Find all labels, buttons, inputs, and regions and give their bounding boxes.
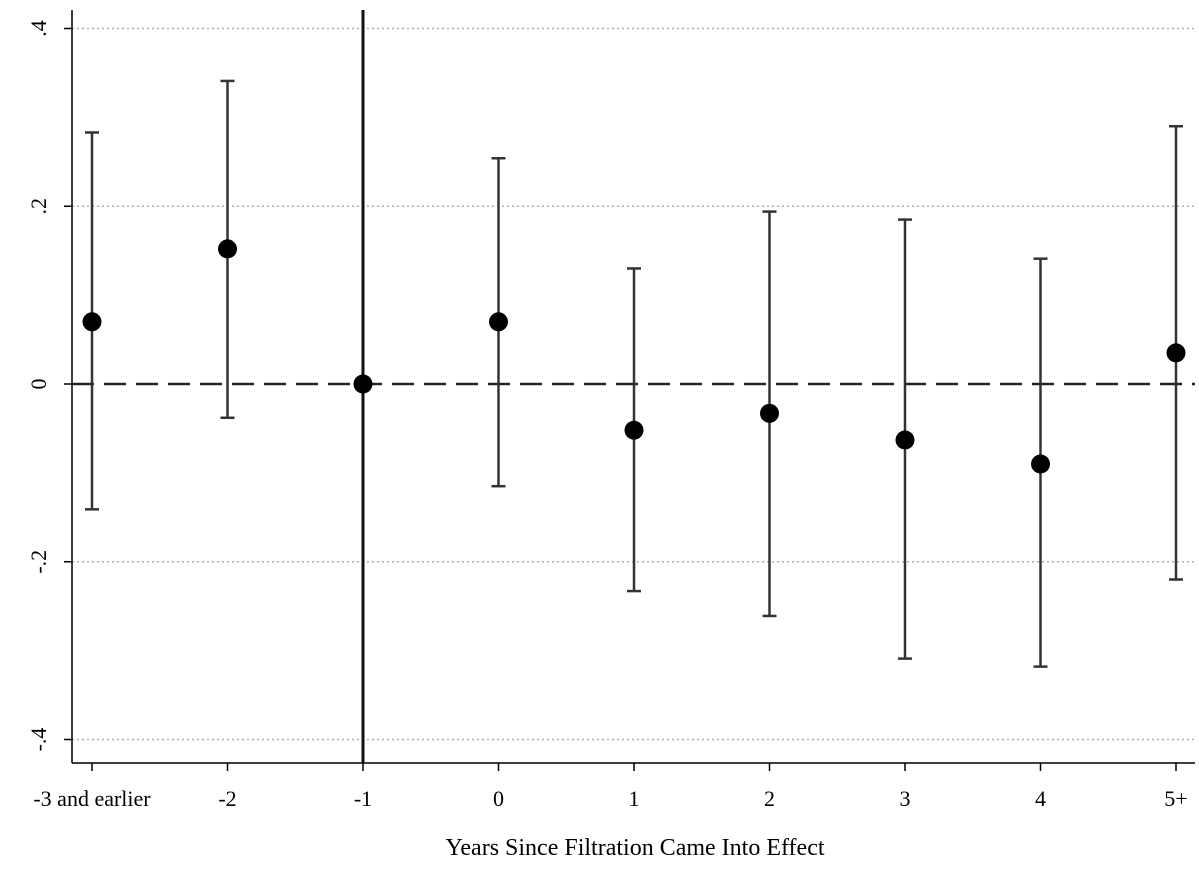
y-tick-label: 0 [26, 379, 51, 390]
axes: .4 .2 0 -.2 -.4 -3 and earlier -2 -1 0 1 2 3 4 5+ [26, 10, 1195, 811]
y-tick-label: .2 [26, 198, 51, 215]
x-tick-label: -2 [218, 786, 236, 811]
point-estimate [1031, 454, 1050, 474]
x-tick-label: -1 [354, 786, 372, 811]
point-estimate [895, 430, 915, 450]
x-tick-label: 2 [764, 786, 775, 811]
x-axis-title: Years Since Filtration Came Into Effect [445, 835, 824, 861]
y-tick-label: -.4 [26, 728, 51, 752]
x-tick-label: -3 and earlier [33, 786, 151, 811]
point-estimate [624, 420, 644, 440]
y-tick-label: -.2 [26, 550, 51, 574]
x-tick-label: 3 [900, 786, 911, 811]
point-estimate [353, 374, 373, 394]
x-tick-label: 0 [493, 786, 504, 811]
point-estimate [82, 312, 102, 332]
point-estimate [489, 312, 508, 332]
error-bars [85, 79, 1183, 668]
x-tick-label: 4 [1035, 786, 1046, 811]
point-estimate [218, 239, 237, 259]
point-estimate [1166, 343, 1186, 363]
points [82, 239, 1186, 474]
y-tick-label: .4 [26, 20, 51, 37]
point-estimate [760, 403, 779, 423]
x-tick-label: 1 [629, 786, 640, 811]
x-tick-label: 5+ [1164, 786, 1187, 811]
